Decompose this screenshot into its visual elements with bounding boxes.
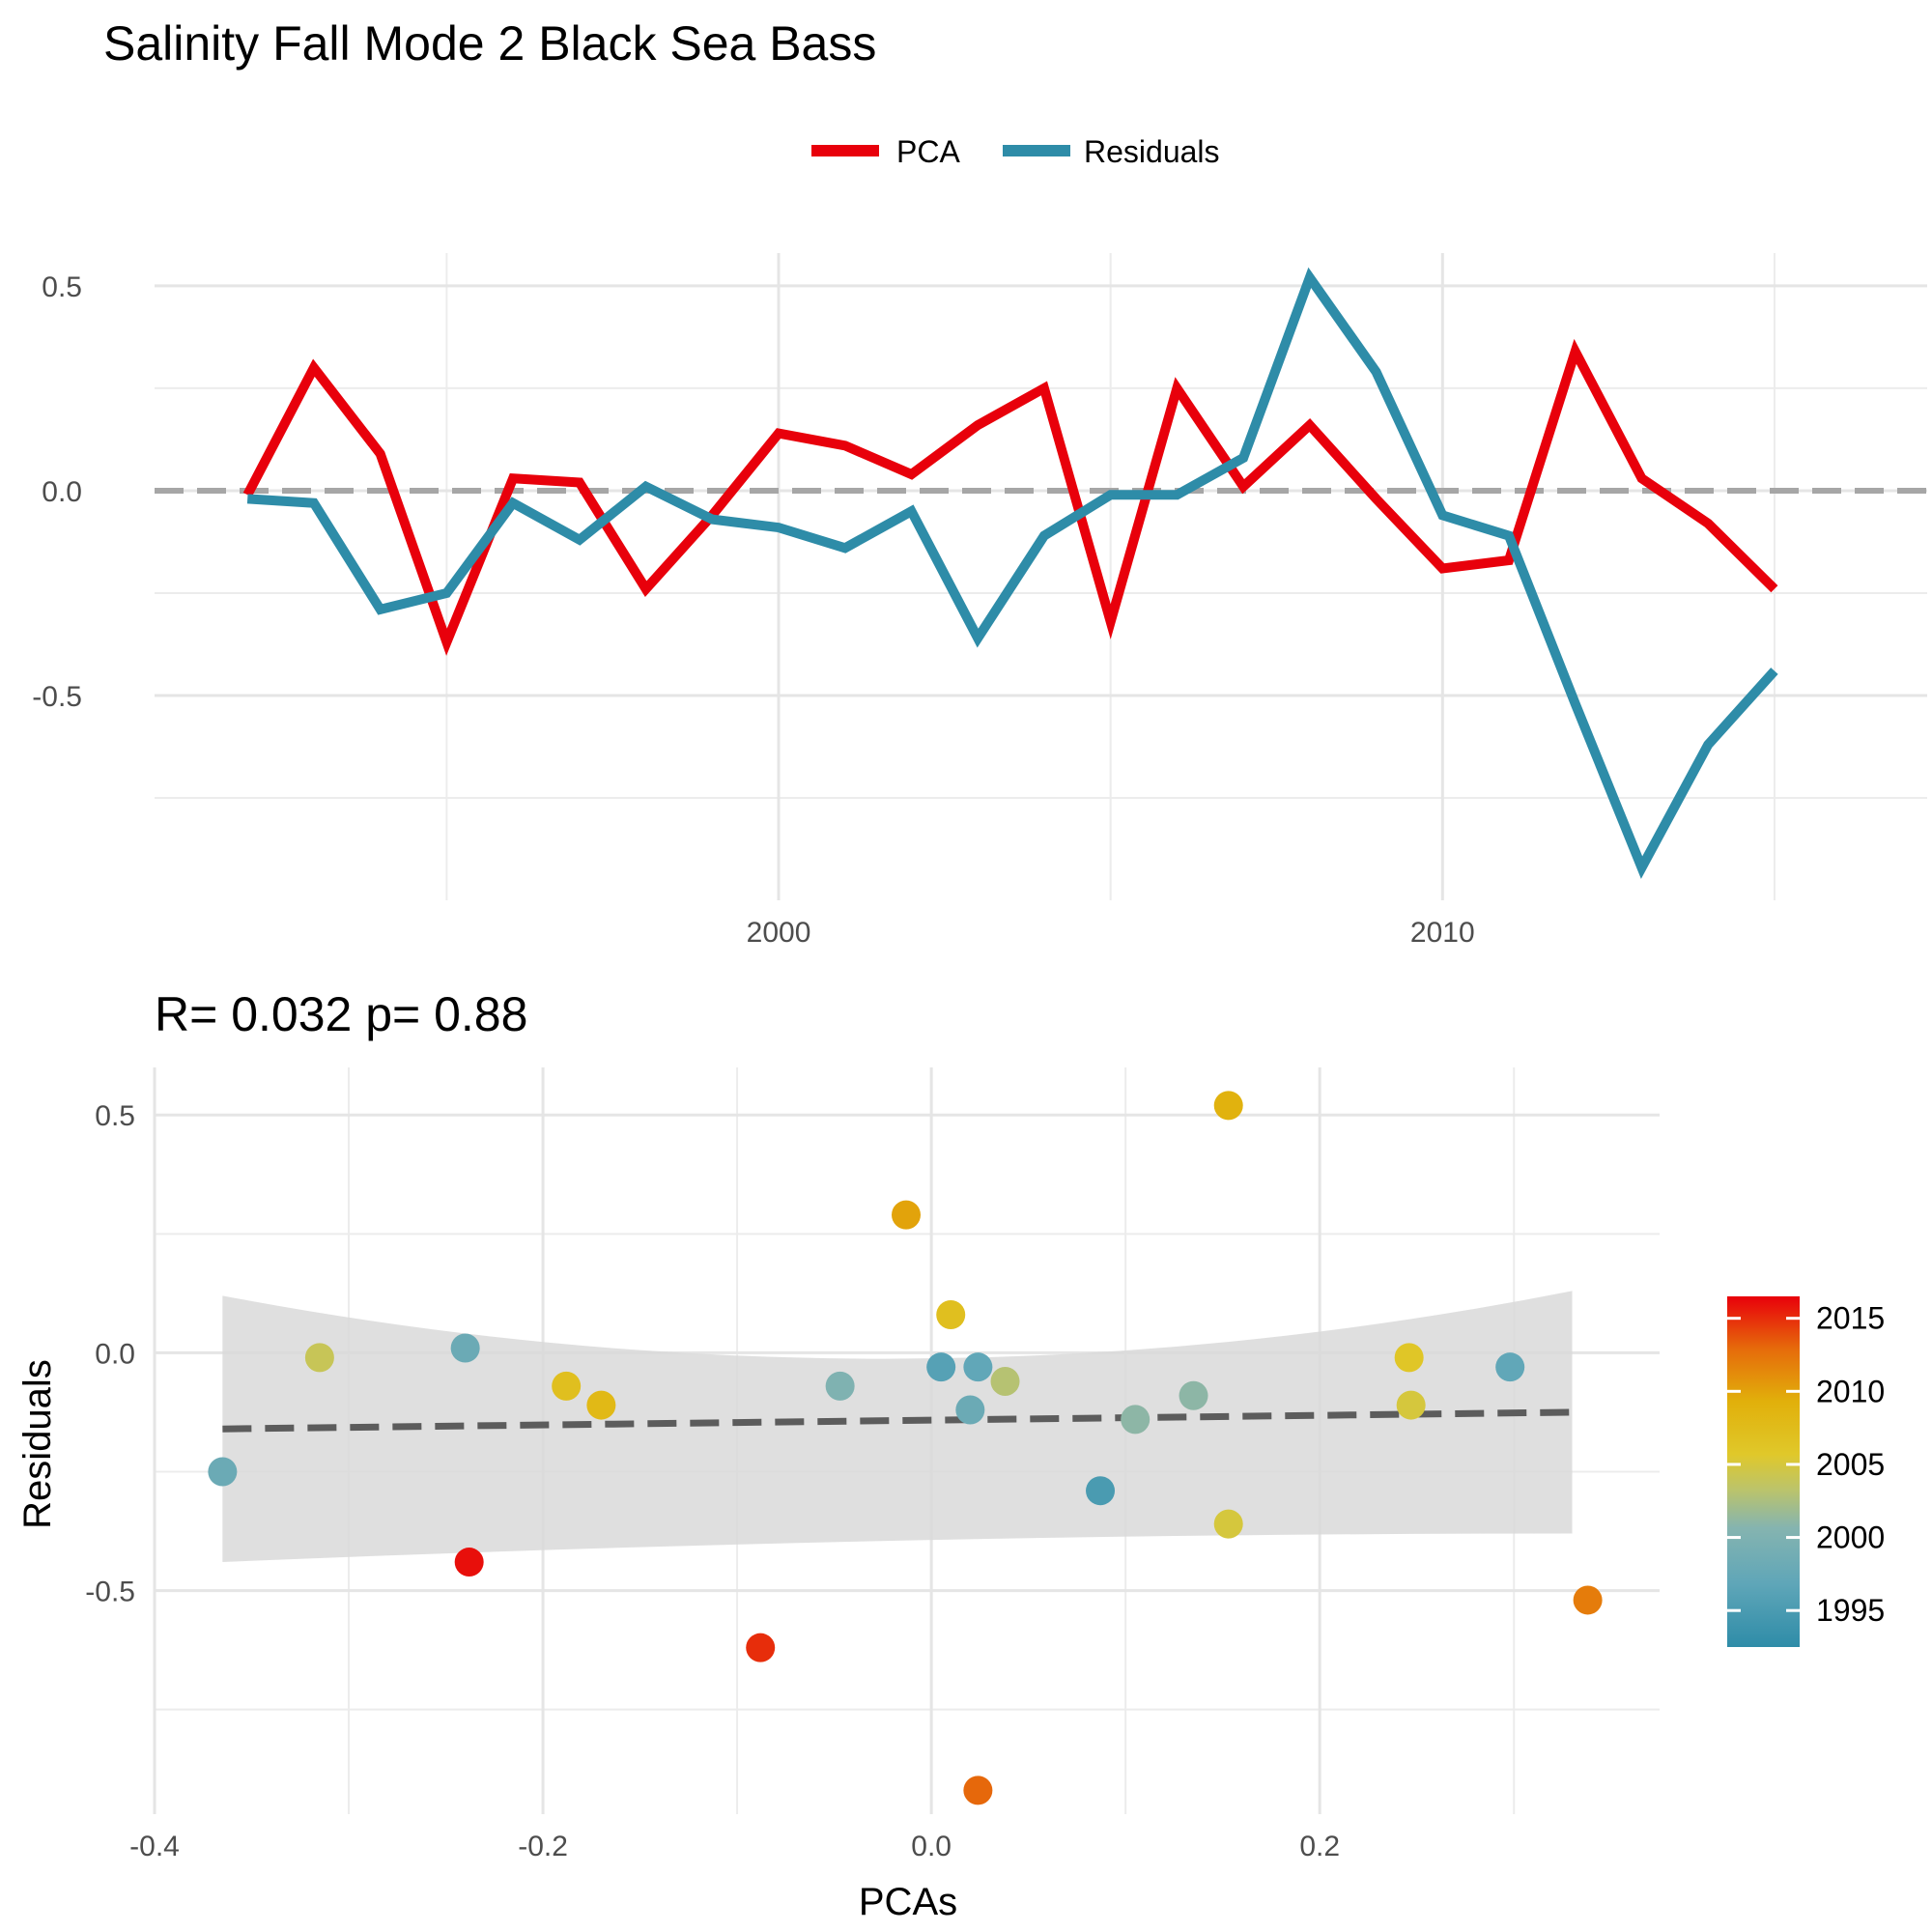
confidence-band-area <box>222 1291 1573 1563</box>
line-legend: PCA Residuals <box>811 134 1220 169</box>
scatter-point <box>454 1548 484 1577</box>
scatter-point <box>926 1352 956 1382</box>
figure-title: Salinity Fall Mode 2 Black Sea Bass <box>103 16 876 71</box>
x-tick-label: 2000 <box>747 917 811 949</box>
scatter-point <box>1213 1091 1243 1121</box>
scatter-point <box>825 1371 855 1401</box>
scatter-point <box>936 1300 966 1330</box>
series-line-residuals <box>246 267 1778 879</box>
colorbar-tick-label: 2015 <box>1816 1301 1885 1336</box>
y-tick-label: 0.5 <box>42 271 82 303</box>
scatter-point <box>586 1390 616 1420</box>
y-tick-label: 0.0 <box>42 476 82 508</box>
scatter-point <box>450 1333 480 1363</box>
y-tick-label: 0.5 <box>95 1100 135 1132</box>
confidence-band <box>222 1291 1573 1563</box>
x-tick-label: -0.4 <box>129 1831 180 1862</box>
legend-label-pca: PCA <box>896 134 960 169</box>
series-line-pca <box>242 338 1778 656</box>
scatter-point <box>955 1395 985 1425</box>
scatter-point <box>1495 1352 1525 1382</box>
scatter-point <box>304 1343 334 1373</box>
scatter-point <box>1213 1509 1243 1539</box>
scatter-point <box>891 1200 921 1230</box>
line-chart-ticks: 2000 2010 0.5 0.0 -0.5 <box>32 271 1474 949</box>
colorbar-tick-label: 2000 <box>1816 1520 1885 1555</box>
scatter-chart-panel: -0.4 -0.2 0.0 0.2 0.5 0.0 -0.5 <box>85 1067 1660 1862</box>
year-colorbar: 2015 2010 2005 2000 1995 <box>1727 1296 1885 1647</box>
scatter-point <box>1179 1380 1208 1410</box>
colorbar-gradient <box>1727 1296 1800 1647</box>
scatter-point <box>1396 1390 1426 1420</box>
scatter-point <box>1573 1585 1603 1615</box>
scatter-points <box>208 1091 1603 1805</box>
scatter-x-axis-title: PCAs <box>859 1881 957 1923</box>
scatter-point <box>552 1371 582 1401</box>
scatter-point <box>1394 1343 1424 1373</box>
line-chart-panel: 2000 2010 0.5 0.0 -0.5 <box>32 253 1927 949</box>
y-tick-label: -0.5 <box>85 1577 135 1608</box>
scatter-point <box>990 1366 1020 1396</box>
y-tick-label: 0.0 <box>95 1338 135 1370</box>
y-tick-label: -0.5 <box>32 681 82 713</box>
scatter-point <box>208 1457 238 1487</box>
legend-label-residuals: Residuals <box>1084 134 1220 169</box>
line-chart-series <box>242 267 1778 879</box>
scatter-subtitle: R= 0.032 p= 0.88 <box>155 987 527 1041</box>
colorbar-tick-label: 2010 <box>1816 1374 1885 1408</box>
scatter-point <box>746 1633 776 1662</box>
colorbar-tick-label: 1995 <box>1816 1593 1885 1628</box>
scatter-point <box>1086 1476 1116 1506</box>
scatter-point <box>1121 1405 1151 1435</box>
regression-line <box>222 1408 1573 1433</box>
scatter-chart-ticks: -0.4 -0.2 0.0 0.2 0.5 0.0 -0.5 <box>85 1100 1340 1862</box>
scatter-point <box>963 1352 993 1382</box>
x-tick-label: 0.0 <box>911 1831 952 1862</box>
scatter-point <box>963 1776 993 1805</box>
x-tick-label: 0.2 <box>1299 1831 1340 1862</box>
x-tick-label: 2010 <box>1410 917 1475 949</box>
x-tick-label: -0.2 <box>518 1831 568 1862</box>
scatter-y-axis-title: Residuals <box>16 1359 59 1529</box>
colorbar-tick-label: 2005 <box>1816 1447 1885 1482</box>
